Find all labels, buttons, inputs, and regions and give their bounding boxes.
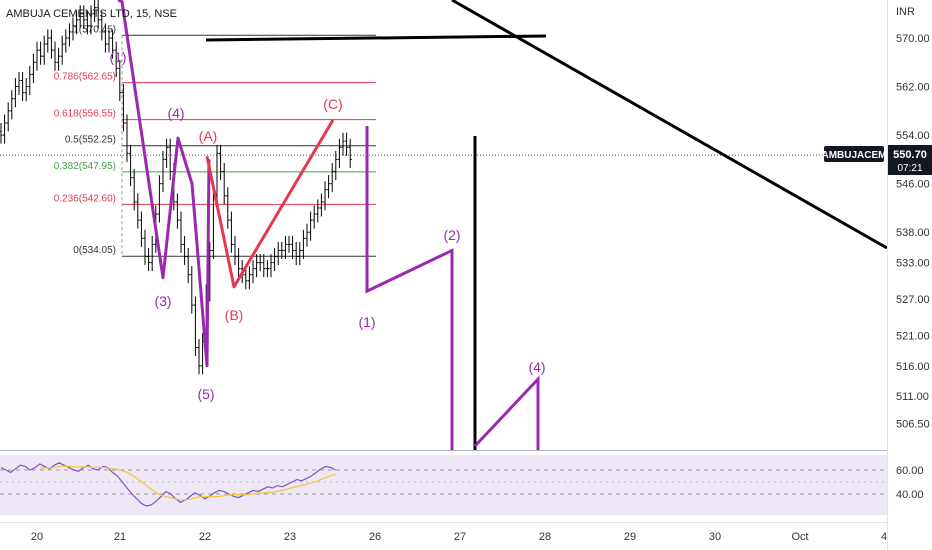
fib-level-label: 0.5(552.25) (65, 135, 116, 146)
last-price-marker: AMBUJACEM 550.70 07:21 (822, 145, 932, 175)
symbol-tag (824, 146, 884, 162)
price-tick-label: 538.00 (896, 227, 930, 239)
price-tick-label: 533.00 (896, 258, 930, 270)
rsi-tick-label: 60.00 (896, 465, 924, 477)
trend-line-down (451, 0, 888, 250)
fib-level-label: 0.236(542.60) (54, 193, 116, 204)
price-tick-label: 521.00 (896, 330, 930, 342)
time-tick-label: 27 (454, 531, 466, 543)
red-abc-correction (205, 119, 335, 289)
candlestick-series (0, 0, 352, 375)
fib-level-label: 0(534.05) (73, 245, 116, 256)
wave-label: (3) (154, 293, 171, 309)
time-axis[interactable]: 20 21 22 23 26 27 28 29 30 Oct 4 (31, 531, 887, 543)
rsi-band (0, 455, 887, 515)
fib-level-label: 0.618(556.55) (54, 109, 116, 120)
wave-label: (B) (225, 307, 244, 323)
time-tick-label: 28 (539, 531, 551, 543)
time-tick-label: 29 (624, 531, 636, 543)
price-tick-label: 554.00 (896, 130, 930, 142)
wave-label: (A) (199, 128, 218, 144)
rsi-tick-label: 40.00 (896, 489, 924, 501)
price-tick-label: 506.50 (896, 418, 930, 430)
purple-projection-wave (365, 126, 454, 450)
rsi-line (0, 462, 336, 507)
symbol-tag-text: AMBUJACEM (822, 150, 887, 161)
rsi-axis: 60.00 40.00 (896, 465, 924, 501)
time-tick-label: 21 (114, 531, 126, 543)
rsi-indicator (0, 462, 887, 507)
wave-label: (2) (443, 227, 460, 243)
chart-title: AMBUJA CEMENTS LTD, 15, NSE (6, 8, 177, 20)
price-tick-label: 516.00 (896, 361, 930, 373)
wave-label: (4) (167, 105, 184, 121)
time-tick-label: Oct (791, 531, 808, 543)
trend-line-flat (205, 34, 547, 42)
time-tick-label: 4 (881, 531, 887, 543)
purple-impulse-wave (117, 0, 211, 368)
fib-level-label: 0.786(562.65) (54, 72, 116, 83)
wave-label: (4) (528, 359, 545, 375)
rsi-moving-average (39, 465, 336, 501)
price-tick-label: 570.00 (896, 33, 930, 45)
time-tick-label: 23 (284, 531, 296, 543)
time-tick-label: 20 (31, 531, 43, 543)
last-price-value: 550.70 (893, 149, 927, 161)
price-axis[interactable]: 570.00 562.00 554.00 546.00 538.00 533.00 527.… (896, 33, 930, 430)
fib-level-label: 0.382(547.95) (54, 161, 116, 172)
wave-label: (5) (197, 386, 214, 402)
price-pane[interactable] (0, 0, 887, 450)
currency-label: INR (896, 6, 915, 18)
bar-countdown: 07:21 (897, 163, 922, 174)
price-tick-label: 562.00 (896, 82, 930, 94)
wave-drawings[interactable]: (1) (3) (4) (5) (A) (B) (C) (1) (2) (4) (109, 0, 888, 450)
time-tick-label: 26 (369, 531, 381, 543)
price-tick-label: 527.00 (896, 294, 930, 306)
last-price-badge (888, 145, 932, 175)
price-tick-label: 546.00 (896, 179, 930, 191)
price-tick-label: 511.00 (896, 391, 929, 403)
wave-label: (1) (109, 49, 126, 65)
time-tick-label: 22 (199, 531, 211, 543)
purple-projection-wave-4 (473, 375, 540, 450)
wave-label: (1) (358, 314, 375, 330)
fib-level-label: 1(570.45) (73, 24, 116, 35)
wave-label: (C) (323, 96, 342, 112)
time-tick-label: 30 (709, 531, 721, 543)
